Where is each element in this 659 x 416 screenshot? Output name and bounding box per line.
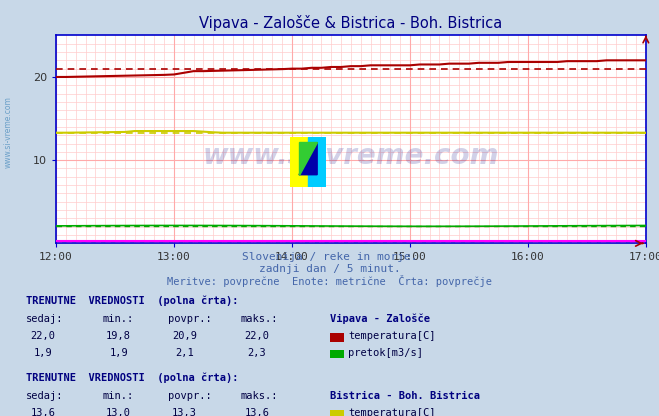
Text: www.si-vreme.com: www.si-vreme.com (3, 97, 13, 168)
Text: temperatura[C]: temperatura[C] (348, 331, 436, 341)
Text: sedaj:: sedaj: (26, 314, 64, 324)
Title: Vipava - Zalošče & Bistrica - Boh. Bistrica: Vipava - Zalošče & Bistrica - Boh. Bistr… (199, 15, 503, 32)
Text: pretok[m3/s]: pretok[m3/s] (348, 348, 423, 358)
Text: 20,9: 20,9 (172, 331, 197, 341)
Text: temperatura[C]: temperatura[C] (348, 408, 436, 416)
Text: 2,1: 2,1 (175, 348, 194, 358)
Text: Vipava - Zalošče: Vipava - Zalošče (330, 314, 430, 324)
Text: maks.:: maks.: (241, 391, 278, 401)
Text: 13,6: 13,6 (244, 408, 270, 416)
Polygon shape (299, 142, 317, 175)
Text: 22,0: 22,0 (30, 331, 55, 341)
Text: Bistrica - Boh. Bistrica: Bistrica - Boh. Bistrica (330, 391, 480, 401)
Text: sedaj:: sedaj: (26, 391, 64, 401)
Bar (290, 137, 308, 187)
Text: TRENUTNE  VREDNOSTI  (polna črta):: TRENUTNE VREDNOSTI (polna črta): (26, 372, 239, 383)
Text: Slovenija / reke in morje.: Slovenija / reke in morje. (242, 252, 417, 262)
Text: Meritve: povprečne  Enote: metrične  Črta: povprečje: Meritve: povprečne Enote: metrične Črta:… (167, 275, 492, 287)
Text: 22,0: 22,0 (244, 331, 270, 341)
Text: min.:: min.: (102, 391, 133, 401)
Text: 13,6: 13,6 (30, 408, 55, 416)
Text: 19,8: 19,8 (106, 331, 131, 341)
Text: maks.:: maks.: (241, 314, 278, 324)
Text: povpr.:: povpr.: (168, 391, 212, 401)
Text: www.si-vreme.com: www.si-vreme.com (203, 142, 499, 170)
Text: 1,9: 1,9 (34, 348, 52, 358)
Bar (308, 137, 326, 187)
Text: 2,3: 2,3 (248, 348, 266, 358)
Polygon shape (299, 142, 317, 175)
Text: 13,3: 13,3 (172, 408, 197, 416)
Text: zadnji dan / 5 minut.: zadnji dan / 5 minut. (258, 265, 401, 275)
Text: povpr.:: povpr.: (168, 314, 212, 324)
Text: 13,0: 13,0 (106, 408, 131, 416)
Text: min.:: min.: (102, 314, 133, 324)
Text: TRENUTNE  VREDNOSTI  (polna črta):: TRENUTNE VREDNOSTI (polna črta): (26, 295, 239, 306)
Text: 1,9: 1,9 (109, 348, 128, 358)
